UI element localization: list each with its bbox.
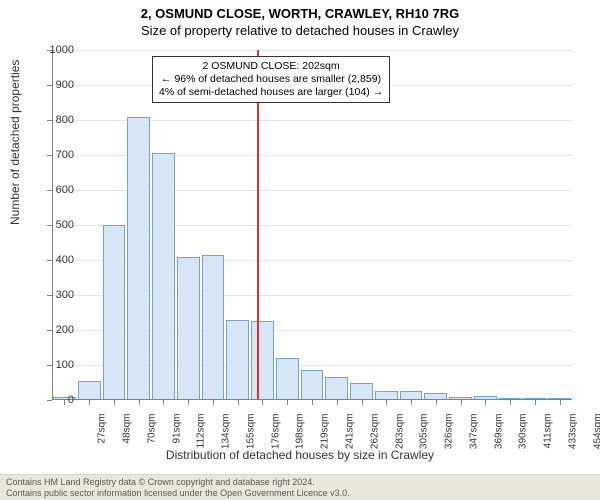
histogram-bar: [127, 117, 150, 401]
y-tick-label: 200: [38, 324, 74, 336]
x-tick-label: 433sqm: [567, 414, 578, 454]
y-tick-label: 900: [38, 79, 74, 91]
x-tick-label: 70sqm: [146, 414, 157, 454]
y-axis-label: Number of detached properties: [8, 60, 22, 225]
x-tick-label: 27sqm: [97, 414, 108, 454]
x-tick-label: 347sqm: [468, 414, 479, 454]
histogram-bar: [103, 225, 126, 400]
callout-line-1: 2 OSMUND CLOSE: 202sqm: [159, 60, 383, 73]
property-callout: 2 OSMUND CLOSE: 202sqm← 96% of detached …: [152, 56, 390, 103]
x-tick-label: 219sqm: [320, 414, 331, 454]
histogram-bar: [202, 255, 225, 400]
x-tick-label: 326sqm: [444, 414, 455, 454]
x-tick-label: 390sqm: [518, 414, 529, 454]
y-tick-label: 700: [38, 149, 74, 161]
histogram-bar: [152, 153, 175, 400]
histogram-bar: [78, 381, 101, 400]
histogram-bar: [301, 370, 324, 400]
x-tick-label: 91sqm: [171, 414, 182, 454]
x-tick-label: 241sqm: [345, 414, 356, 454]
histogram-bar: [226, 320, 249, 401]
y-tick-label: 100: [38, 359, 74, 371]
x-tick-label: 262sqm: [369, 414, 380, 454]
histogram-chart: 2 OSMUND CLOSE: 202sqm← 96% of detached …: [52, 50, 572, 400]
y-tick-label: 600: [38, 184, 74, 196]
x-tick-label: 305sqm: [419, 414, 430, 454]
histogram-bar: [276, 358, 299, 400]
x-tick-label: 369sqm: [493, 414, 504, 454]
x-tick-label: 198sqm: [295, 414, 306, 454]
histogram-bar: [325, 377, 348, 400]
callout-line-3: 4% of semi-detached houses are larger (1…: [159, 86, 383, 99]
histogram-bar: [350, 383, 373, 401]
x-tick-label: 112sqm: [196, 414, 207, 454]
y-tick-label: 0: [38, 394, 74, 406]
page-subtitle: Size of property relative to detached ho…: [0, 21, 600, 38]
footer-line-1: Contains HM Land Registry data © Crown c…: [6, 477, 594, 488]
x-tick-label: 283sqm: [394, 414, 405, 454]
x-tick-label: 411sqm: [543, 414, 554, 454]
y-tick-label: 1000: [38, 44, 74, 56]
attribution-footer: Contains HM Land Registry data © Crown c…: [0, 474, 600, 500]
footer-line-2: Contains public sector information licen…: [6, 488, 594, 499]
y-tick-label: 800: [38, 114, 74, 126]
y-tick-label: 400: [38, 254, 74, 266]
y-tick-label: 300: [38, 289, 74, 301]
page-address-title: 2, OSMUND CLOSE, WORTH, CRAWLEY, RH10 7R…: [0, 0, 600, 21]
histogram-bar: [251, 321, 274, 400]
x-tick-label: 134sqm: [221, 414, 232, 454]
x-tick-label: 48sqm: [122, 414, 133, 454]
callout-line-2: ← 96% of detached houses are smaller (2,…: [159, 73, 383, 86]
y-tick-label: 500: [38, 219, 74, 231]
x-tick-label: 176sqm: [270, 414, 281, 454]
x-tick-label: 155sqm: [245, 414, 256, 454]
histogram-bar: [177, 257, 200, 401]
x-tick-label: 454sqm: [592, 414, 600, 454]
